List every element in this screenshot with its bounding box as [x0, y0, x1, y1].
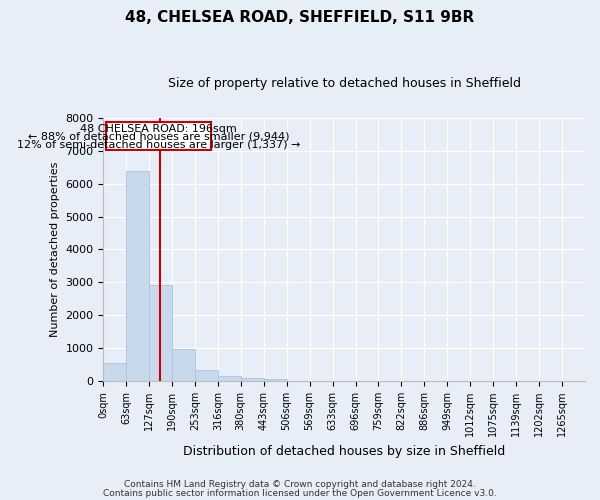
- X-axis label: Distribution of detached houses by size in Sheffield: Distribution of detached houses by size …: [183, 444, 505, 458]
- Text: 48, CHELSEA ROAD, SHEFFIELD, S11 9BR: 48, CHELSEA ROAD, SHEFFIELD, S11 9BR: [125, 10, 475, 25]
- Bar: [126, 170, 149, 381]
- FancyBboxPatch shape: [106, 122, 211, 150]
- Y-axis label: Number of detached properties: Number of detached properties: [50, 162, 59, 337]
- Bar: [195, 370, 218, 381]
- Bar: [241, 378, 264, 381]
- Title: Size of property relative to detached houses in Sheffield: Size of property relative to detached ho…: [167, 78, 521, 90]
- Bar: [218, 376, 241, 381]
- Bar: [264, 379, 287, 381]
- Bar: [103, 362, 126, 381]
- Text: Contains public sector information licensed under the Open Government Licence v3: Contains public sector information licen…: [103, 488, 497, 498]
- Bar: [172, 348, 195, 381]
- Text: Contains HM Land Registry data © Crown copyright and database right 2024.: Contains HM Land Registry data © Crown c…: [124, 480, 476, 489]
- Text: 12% of semi-detached houses are larger (1,337) →: 12% of semi-detached houses are larger (…: [17, 140, 301, 149]
- Bar: [149, 285, 172, 381]
- Text: 48 CHELSEA ROAD: 196sqm: 48 CHELSEA ROAD: 196sqm: [80, 124, 237, 134]
- Text: ← 88% of detached houses are smaller (9,944): ← 88% of detached houses are smaller (9,…: [28, 132, 289, 142]
